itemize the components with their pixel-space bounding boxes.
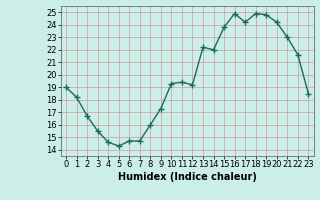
X-axis label: Humidex (Indice chaleur): Humidex (Indice chaleur) (118, 172, 257, 182)
